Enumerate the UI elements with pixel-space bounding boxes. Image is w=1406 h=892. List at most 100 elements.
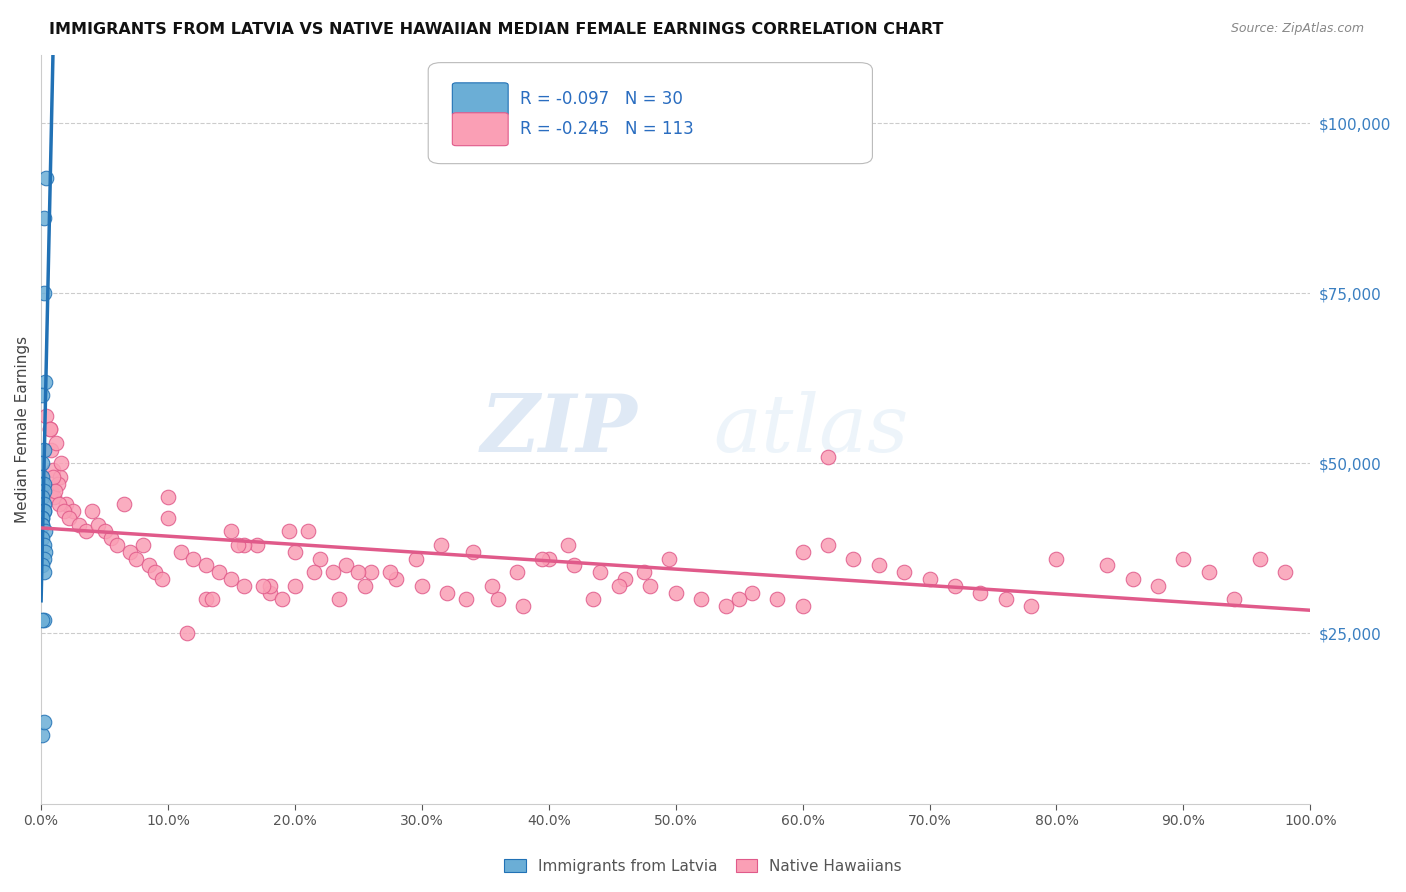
Point xyxy=(31,517,53,532)
Point xyxy=(183,551,205,566)
Text: atlas: atlas xyxy=(714,391,910,468)
Point xyxy=(41,463,63,477)
Point xyxy=(31,456,53,470)
Point xyxy=(252,579,274,593)
Point xyxy=(32,476,55,491)
Point xyxy=(39,483,62,498)
Point xyxy=(868,558,890,573)
Point xyxy=(226,538,249,552)
Point xyxy=(792,545,814,559)
Point xyxy=(430,538,453,552)
Text: Source: ZipAtlas.com: Source: ZipAtlas.com xyxy=(1230,22,1364,36)
Point xyxy=(208,565,231,579)
Point xyxy=(259,579,281,593)
Point xyxy=(328,592,350,607)
Point xyxy=(31,510,53,524)
Point xyxy=(112,497,135,511)
Point xyxy=(233,579,256,593)
Point xyxy=(34,545,56,559)
Point xyxy=(1147,579,1170,593)
Point xyxy=(39,422,62,436)
Point xyxy=(633,565,655,579)
Point xyxy=(531,551,554,566)
Point xyxy=(221,524,243,539)
Point xyxy=(588,565,610,579)
Point xyxy=(360,565,382,579)
Point xyxy=(994,592,1017,607)
Point xyxy=(150,572,173,586)
Point xyxy=(157,510,180,524)
Point xyxy=(32,483,55,498)
Point xyxy=(1223,592,1246,607)
Point xyxy=(690,592,713,607)
Point xyxy=(557,538,579,552)
Point xyxy=(201,592,224,607)
Point xyxy=(195,558,218,573)
Point xyxy=(100,531,122,545)
Point xyxy=(44,483,66,498)
Point xyxy=(31,531,53,545)
Text: R = -0.097   N = 30: R = -0.097 N = 30 xyxy=(520,90,682,108)
Point xyxy=(131,538,153,552)
Point xyxy=(55,497,77,511)
Point xyxy=(893,565,915,579)
Point xyxy=(271,592,294,607)
Point xyxy=(118,545,141,559)
Point xyxy=(31,613,53,627)
Point xyxy=(42,491,65,505)
Point xyxy=(817,538,839,552)
Point xyxy=(1045,551,1067,566)
Point xyxy=(1173,551,1195,566)
Point xyxy=(32,504,55,518)
Point xyxy=(31,476,53,491)
Point xyxy=(32,565,55,579)
Point xyxy=(176,626,198,640)
Point xyxy=(31,470,53,484)
Point xyxy=(613,572,636,586)
Point xyxy=(436,585,458,599)
Point xyxy=(35,170,58,185)
Point xyxy=(32,613,55,627)
Point xyxy=(143,565,166,579)
FancyBboxPatch shape xyxy=(429,62,873,163)
Point xyxy=(49,470,72,484)
Point xyxy=(385,572,408,586)
Text: ZIP: ZIP xyxy=(481,391,638,468)
Legend: Immigrants from Latvia, Native Hawaiians: Immigrants from Latvia, Native Hawaiians xyxy=(498,853,908,880)
Point xyxy=(32,538,55,552)
Point xyxy=(31,510,53,524)
Point xyxy=(31,558,53,573)
Point xyxy=(335,558,357,573)
Point xyxy=(32,211,55,226)
Point xyxy=(481,579,503,593)
Point xyxy=(1019,599,1042,614)
Point xyxy=(32,714,55,729)
Point xyxy=(309,551,332,566)
Point xyxy=(378,565,401,579)
Point xyxy=(39,442,62,457)
Point xyxy=(456,592,478,607)
Point xyxy=(302,565,325,579)
FancyBboxPatch shape xyxy=(453,112,508,145)
Point xyxy=(31,729,53,743)
Point xyxy=(157,491,180,505)
Point xyxy=(62,504,84,518)
Point xyxy=(170,545,193,559)
Point xyxy=(31,491,53,505)
Point xyxy=(87,517,110,532)
Point xyxy=(52,504,75,518)
Point xyxy=(582,592,605,607)
Y-axis label: Median Female Earnings: Median Female Earnings xyxy=(15,335,30,523)
Point xyxy=(58,510,80,524)
Point xyxy=(1095,558,1118,573)
Point xyxy=(195,592,218,607)
Point xyxy=(138,558,160,573)
Point xyxy=(537,551,560,566)
Point xyxy=(284,545,307,559)
Point xyxy=(665,585,688,599)
Point xyxy=(562,558,585,573)
Point xyxy=(347,565,370,579)
Point xyxy=(31,517,53,532)
Point xyxy=(48,497,70,511)
Point xyxy=(716,599,738,614)
